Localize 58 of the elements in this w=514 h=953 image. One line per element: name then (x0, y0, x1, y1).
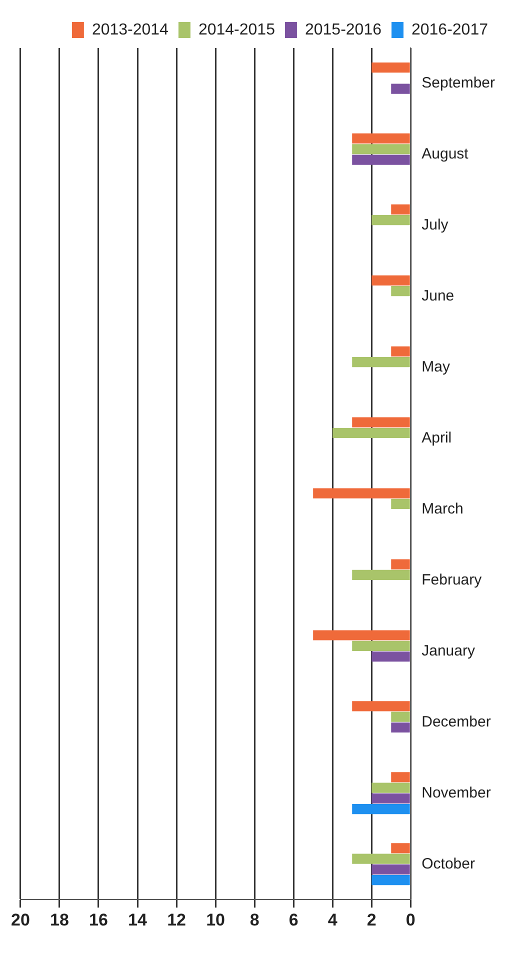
y-tick-label: November (422, 784, 491, 802)
y-tick-label: June (422, 288, 454, 305)
bar (372, 875, 410, 886)
x-tick-label: 18 (50, 910, 69, 930)
bar (391, 559, 410, 570)
x-tick-label: 0 (406, 910, 416, 930)
bar (372, 782, 410, 793)
bar (391, 712, 410, 722)
y-tick-label: September (422, 74, 496, 92)
y-tick-label: December (422, 713, 491, 730)
x-tick-label: 2 (366, 910, 376, 930)
bar (372, 62, 410, 73)
bar (391, 84, 410, 94)
bar (391, 843, 410, 854)
bar (352, 640, 410, 651)
bar (391, 204, 410, 215)
bar (352, 144, 410, 154)
legend-label: 2013-2014 (92, 21, 169, 38)
bar (391, 772, 410, 782)
legend-label: 2015-2016 (304, 21, 382, 38)
bar (391, 498, 410, 510)
y-tick-label: February (422, 571, 482, 588)
bar (332, 428, 410, 438)
bar (352, 804, 410, 814)
bar (391, 286, 410, 296)
x-tick-label: 8 (250, 910, 260, 930)
bar (352, 701, 410, 712)
bar (352, 854, 410, 864)
x-tick-label: 12 (167, 910, 186, 930)
bar (352, 417, 410, 428)
x-tick-label: 20 (10, 910, 30, 930)
bar (372, 275, 410, 286)
y-tick-label: July (422, 216, 449, 234)
x-tick-label: 16 (89, 910, 108, 930)
y-tick-label: January (422, 642, 476, 660)
y-tick-label: April (422, 429, 452, 446)
legend-label: 2016-2017 (411, 21, 488, 38)
x-tick-label: 4 (328, 910, 338, 930)
bar (313, 488, 410, 498)
bar (352, 133, 410, 144)
legend-label: 2014-2015 (198, 21, 276, 38)
bar (391, 722, 410, 733)
y-tick-label: August (422, 146, 470, 163)
bar (313, 630, 410, 640)
y-tick-label: March (422, 500, 464, 518)
bar (352, 356, 410, 368)
bar (352, 154, 410, 165)
bar (372, 651, 410, 662)
x-tick-label: 14 (128, 910, 148, 930)
y-tick-label: October (422, 855, 475, 872)
bar (391, 346, 410, 356)
bar (372, 864, 410, 874)
y-tick-label: May (422, 358, 450, 376)
bar (352, 570, 410, 580)
bar (372, 793, 410, 804)
x-tick-label: 10 (206, 910, 225, 930)
bar (372, 215, 410, 226)
x-tick-label: 6 (288, 910, 298, 930)
